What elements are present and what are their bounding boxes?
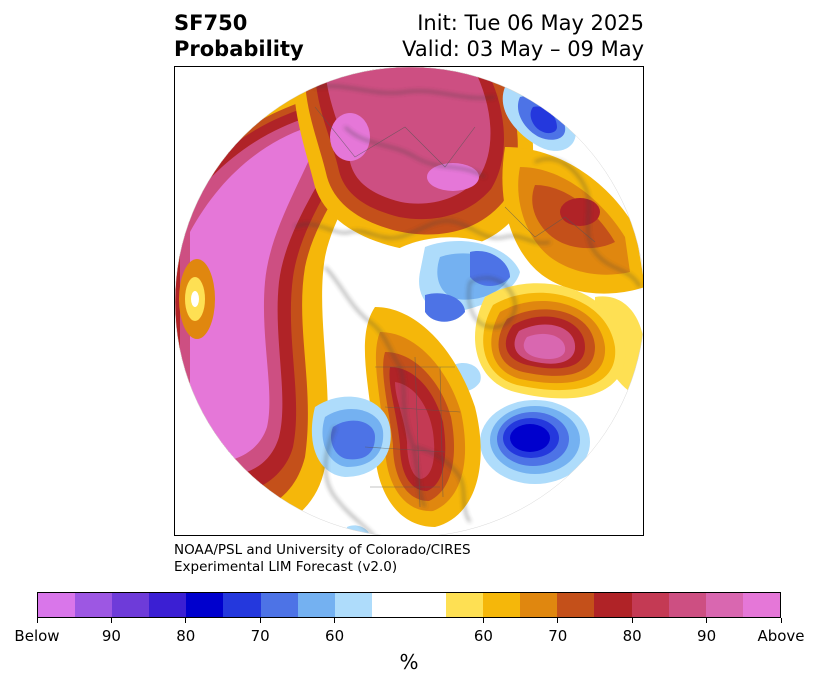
- colorbar-label: 90: [101, 627, 121, 645]
- colorbar-segment: [742, 593, 780, 617]
- colorbar-tick: [259, 618, 261, 623]
- colorbar-label: 60: [473, 627, 493, 645]
- colorbar-segment: [631, 593, 669, 617]
- colorbar-segment: [520, 593, 558, 617]
- colorbar-segment: [705, 593, 743, 617]
- colorbar-segment: [334, 593, 372, 617]
- colorbar-segment: [408, 593, 447, 617]
- colorbar-segment: [149, 593, 187, 617]
- coastlines: [294, 85, 641, 535]
- credit-line1: NOAA/PSL and University of Colorado/CIRE…: [174, 542, 471, 558]
- colorbar-tick: [631, 618, 633, 623]
- colorbar-tick: [110, 618, 112, 623]
- colorbar-label: 70: [548, 627, 568, 645]
- init-date: Init: Tue 06 May 2025: [417, 11, 644, 35]
- colorbar-label: Below: [14, 627, 60, 645]
- title-left-line2: Probability: [174, 37, 304, 61]
- valid-range: Valid: 03 May – 09 May: [402, 37, 644, 61]
- colorbar-segment: [668, 593, 706, 617]
- credit-text: NOAA/PSL and University of Colorado/CIRE…: [174, 542, 471, 576]
- colorbar-segment: [371, 593, 409, 617]
- colorbar-tick: [780, 618, 782, 623]
- colorbar-segment: [75, 593, 113, 617]
- title-dates: Init: Tue 06 May 2025 Valid: 03 May – 09…: [402, 10, 644, 62]
- title-variable: SF750 Probability: [174, 10, 304, 62]
- colorbar-segment: [38, 593, 76, 617]
- colorbar-segment: [446, 593, 484, 617]
- colorbar-tick: [185, 618, 187, 623]
- title-left-line1: SF750: [174, 11, 248, 35]
- colorbar-label: 90: [697, 627, 717, 645]
- colorbar-segment: [186, 593, 224, 617]
- anomaly-north-atlantic: [475, 283, 626, 399]
- colorbar-segment: [594, 593, 632, 617]
- colorbar-label: Above: [757, 627, 805, 645]
- colorbar-segment: [557, 593, 595, 617]
- colorbar-label: 60: [325, 627, 345, 645]
- colorbar-segment: [297, 593, 335, 617]
- colorbar-label: 80: [622, 627, 642, 645]
- colorbar-segment: [112, 593, 150, 617]
- map-panel: [174, 66, 644, 536]
- colorbar-tick: [36, 618, 38, 623]
- borders: [314, 106, 596, 508]
- probability-map: [175, 67, 643, 535]
- colorbar-label: 80: [176, 627, 196, 645]
- colorbar-tick: [706, 618, 708, 623]
- colorbar-tick: [557, 618, 559, 623]
- anomaly-western-us: [311, 396, 391, 535]
- anomaly-mid-atlantic: [480, 400, 590, 484]
- colorbar-tick: [334, 618, 336, 623]
- colorbar-segment: [223, 593, 261, 617]
- anomaly-eastern-na: [364, 307, 481, 527]
- anomaly-europe: [502, 147, 643, 397]
- anomaly-siberia: [294, 67, 534, 252]
- credit-line2: Experimental LIM Forecast (v2.0): [174, 559, 398, 575]
- colorbar-tick: [482, 618, 484, 623]
- colorbar-label: 70: [250, 627, 270, 645]
- colorbar-unit: %: [399, 650, 419, 674]
- colorbar: [37, 592, 781, 618]
- colorbar-segment: [483, 593, 521, 617]
- colorbar-segment: [260, 593, 298, 617]
